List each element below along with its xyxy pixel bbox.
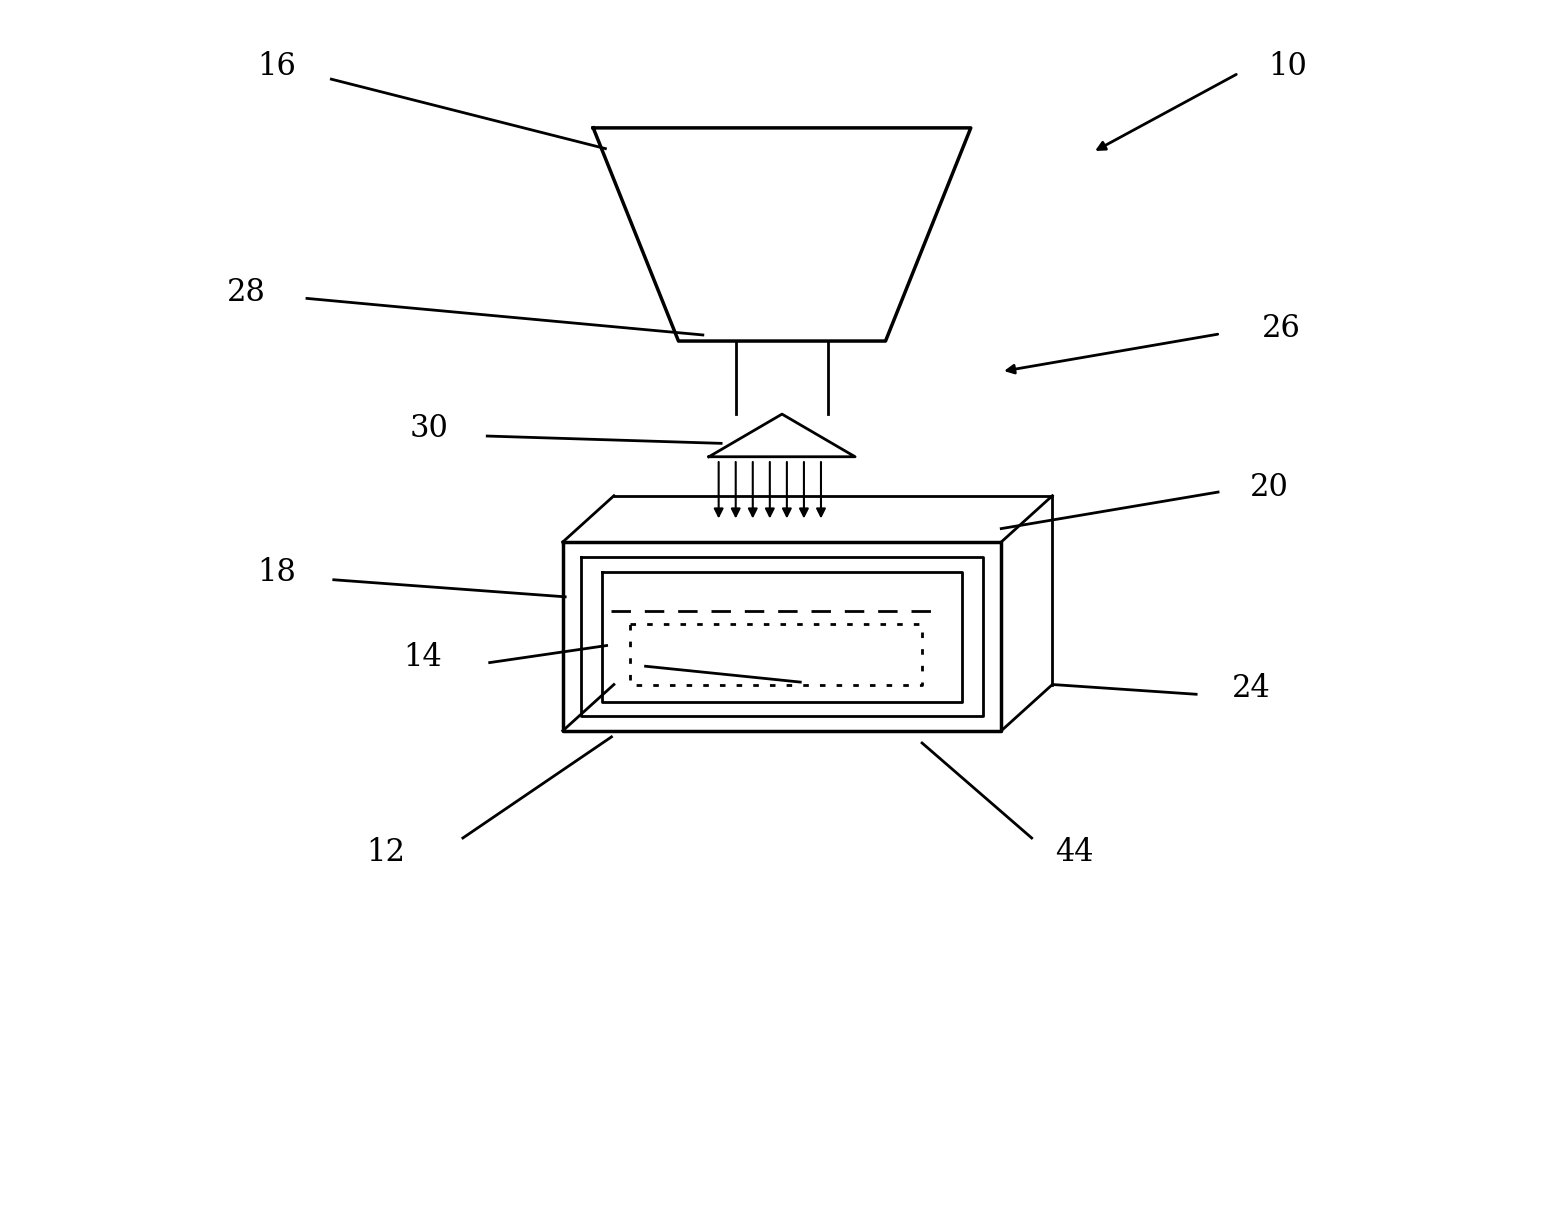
Text: 30: 30 [410, 413, 449, 445]
Text: 26: 26 [1262, 313, 1301, 345]
Text: 18: 18 [256, 557, 296, 588]
Text: 14: 14 [404, 642, 443, 674]
Text: 16: 16 [256, 51, 296, 83]
Text: 10: 10 [1268, 51, 1308, 83]
Text: 44: 44 [1056, 837, 1093, 868]
Text: 20: 20 [1250, 471, 1289, 503]
Text: 24: 24 [1231, 672, 1270, 704]
Text: 28: 28 [227, 276, 266, 308]
Text: 12: 12 [366, 837, 405, 868]
